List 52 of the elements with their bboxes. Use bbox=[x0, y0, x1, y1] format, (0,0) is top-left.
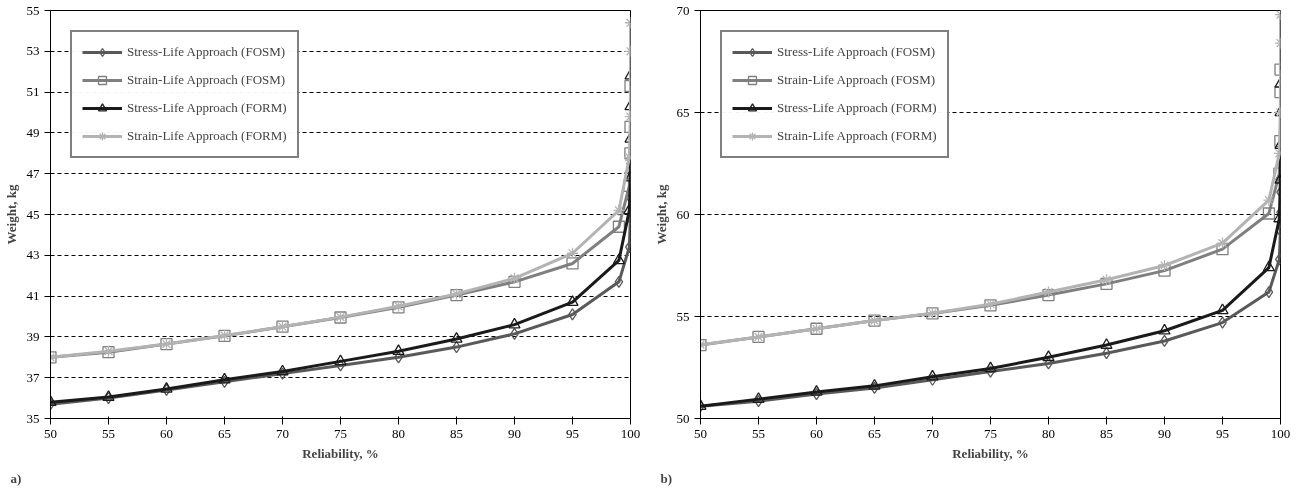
y-tick-label: 45 bbox=[26, 206, 40, 222]
x-tick-label: 80 bbox=[1042, 425, 1055, 441]
legend-label: Strain-Life Approach (FORM) bbox=[127, 128, 287, 144]
legend-label: Stress-Life Approach (FORM) bbox=[777, 100, 937, 116]
legend-label: Stress-Life Approach (FORM) bbox=[127, 100, 287, 116]
x-tick-label: 100 bbox=[620, 425, 641, 441]
x-tick-label: 85 bbox=[450, 425, 463, 441]
x-axis-title: Reliability, % bbox=[952, 445, 1029, 461]
y-tick-label: 55 bbox=[676, 308, 690, 324]
legend-label: Stress-Life Approach (FOSM) bbox=[777, 44, 936, 60]
x-tick-label: 95 bbox=[566, 425, 579, 441]
x-tick-label: 100 bbox=[1270, 425, 1291, 441]
y-tick-label: 37 bbox=[26, 369, 40, 385]
legend-label: Strain-Life Approach (FOSM) bbox=[127, 72, 286, 88]
x-axis-title: Reliability, % bbox=[302, 445, 379, 461]
y-tick-label: 47 bbox=[26, 165, 40, 181]
y-tick-label: 70 bbox=[676, 2, 690, 18]
text: a) bbox=[10, 470, 22, 486]
x-tick-label: 50 bbox=[44, 425, 57, 441]
legend-label: Stress-Life Approach (FOSM) bbox=[127, 44, 286, 60]
y-tick-label: 41 bbox=[26, 288, 40, 304]
y-tick-label: 53 bbox=[26, 43, 40, 59]
x-tick-label: 60 bbox=[160, 425, 173, 441]
x-tick-label: 60 bbox=[810, 425, 823, 441]
y-axis-title: Weight, kg bbox=[3, 184, 19, 245]
x-tick-label: 95 bbox=[1216, 425, 1229, 441]
text: b) bbox=[660, 470, 673, 486]
x-tick-label: 85 bbox=[1100, 425, 1113, 441]
x-tick-label: 70 bbox=[276, 425, 289, 441]
x-tick-label: 90 bbox=[508, 425, 521, 441]
y-tick-label: 43 bbox=[26, 247, 40, 263]
x-tick-label: 55 bbox=[752, 425, 765, 441]
x-tick-label: 70 bbox=[926, 425, 939, 441]
y-tick-label: 39 bbox=[26, 328, 40, 344]
legend-label: Strain-Life Approach (FOSM) bbox=[777, 72, 936, 88]
y-tick-label: 65 bbox=[676, 104, 690, 120]
y-tick-label: 35 bbox=[26, 410, 40, 426]
y-tick-label: 50 bbox=[676, 410, 690, 426]
legend-label: Strain-Life Approach (FORM) bbox=[777, 128, 937, 144]
y-axis-title: Weight, kg bbox=[653, 184, 669, 245]
x-tick-label: 75 bbox=[984, 425, 997, 441]
y-tick-label: 49 bbox=[26, 124, 40, 140]
y-tick-label: 55 bbox=[26, 2, 40, 18]
x-tick-label: 75 bbox=[334, 425, 347, 441]
x-tick-label: 55 bbox=[102, 425, 115, 441]
x-tick-label: 80 bbox=[392, 425, 405, 441]
y-tick-label: 60 bbox=[676, 206, 690, 222]
x-tick-label: 90 bbox=[1158, 425, 1171, 441]
x-tick-label: 65 bbox=[868, 425, 881, 441]
x-tick-label: 65 bbox=[218, 425, 231, 441]
y-tick-label: 51 bbox=[26, 84, 40, 100]
x-tick-label: 50 bbox=[694, 425, 707, 441]
